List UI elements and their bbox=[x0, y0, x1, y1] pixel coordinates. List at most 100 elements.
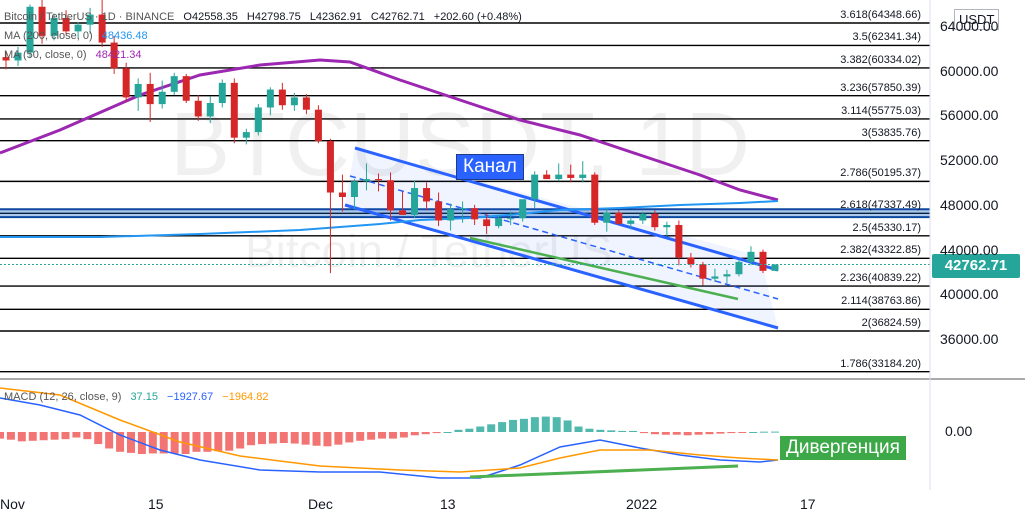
macd-histogram-bar bbox=[279, 432, 288, 443]
macd-histogram-bar bbox=[760, 431, 769, 433]
candle-body bbox=[675, 224, 683, 258]
divergence-label[interactable]: Дивергенция bbox=[780, 436, 906, 460]
candle-body bbox=[254, 107, 262, 133]
x-tick-label: Dec bbox=[308, 496, 333, 512]
ma50-legend[interactable]: MA (50, close, 0) 48421.34 bbox=[4, 49, 148, 61]
macd-histogram-bar bbox=[421, 432, 430, 435]
candle-body bbox=[86, 14, 94, 25]
macd-histogram-bar bbox=[236, 432, 245, 449]
candle-body bbox=[218, 82, 226, 103]
ma50-line bbox=[0, 200, 779, 238]
candle-body bbox=[230, 82, 238, 138]
candle-body bbox=[2, 57, 10, 61]
macd-histogram-bar bbox=[454, 429, 463, 432]
macd-histogram-bar bbox=[170, 432, 179, 454]
candle-body bbox=[423, 188, 431, 202]
fib-level-label: 2.114(38763.86) bbox=[841, 295, 921, 308]
macd-histogram-bar bbox=[323, 432, 332, 447]
macd-histogram-bar bbox=[94, 432, 103, 445]
macd-histogram-bar bbox=[574, 426, 583, 432]
macd-histogram-bar bbox=[203, 432, 212, 452]
macd-histogram-bar bbox=[72, 432, 81, 438]
candle-body bbox=[711, 276, 719, 279]
candle-body bbox=[687, 257, 695, 265]
candle-body bbox=[723, 274, 731, 277]
candle-body bbox=[639, 213, 647, 221]
x-tick-label: Nov bbox=[0, 496, 25, 512]
ma200-legend[interactable]: MA (200, close, 0) 48436.48 bbox=[4, 30, 154, 42]
candle-body bbox=[50, 17, 58, 36]
macd-histogram-bar bbox=[334, 432, 343, 445]
open-value: O42558.35 bbox=[183, 11, 238, 23]
candle-body bbox=[771, 264, 779, 271]
channel-lower bbox=[344, 203, 779, 330]
macd-histogram-bar bbox=[159, 432, 168, 454]
candle-body bbox=[627, 220, 635, 224]
candle-body bbox=[615, 212, 623, 224]
currency-badge[interactable]: USDT bbox=[954, 9, 1000, 30]
macd-histogram-bar bbox=[607, 430, 616, 432]
macd-histogram-bar bbox=[126, 432, 135, 453]
macd-histogram-bar bbox=[705, 432, 714, 435]
fib-level-label: 3(53835.76) bbox=[861, 126, 921, 139]
candle-body bbox=[266, 89, 274, 108]
macd-histogram-bar bbox=[694, 432, 703, 435]
macd-histogram-bar bbox=[6, 432, 15, 440]
candle-body bbox=[98, 14, 106, 43]
ma200-value: 48436.48 bbox=[101, 30, 148, 42]
candle-body bbox=[170, 76, 178, 92]
candle-body bbox=[350, 181, 358, 197]
macd-histogram-bar bbox=[727, 432, 736, 434]
macd-histogram-bar bbox=[367, 432, 376, 440]
ma50-value: 48421.34 bbox=[95, 49, 142, 61]
macd-histogram-bar bbox=[148, 432, 157, 454]
candle-body bbox=[326, 141, 334, 193]
candle-body bbox=[447, 209, 455, 221]
candle-body bbox=[38, 6, 46, 36]
macd-histogram-bar bbox=[716, 432, 725, 434]
macd-histogram-bar bbox=[771, 431, 779, 433]
macd-histogram-bar bbox=[749, 432, 758, 433]
candle-body bbox=[122, 68, 130, 98]
macd-histogram-bar bbox=[552, 417, 561, 432]
low-value: L42362.91 bbox=[309, 11, 362, 23]
macd-histogram-bar bbox=[541, 416, 550, 432]
signal-line bbox=[0, 387, 779, 473]
candle-body bbox=[459, 208, 467, 210]
ma200-label: MA (200, close, 0) bbox=[4, 30, 93, 42]
macd-histogram-bar bbox=[432, 432, 441, 434]
macd-histogram-bar bbox=[629, 430, 638, 432]
candle-body bbox=[699, 264, 707, 279]
candle-body bbox=[411, 188, 419, 215]
macd-histogram-bar bbox=[39, 432, 48, 441]
fib-level-label: 2.786(50195.37) bbox=[840, 167, 921, 180]
macd-histogram-bar bbox=[672, 432, 681, 435]
candle-body bbox=[74, 24, 82, 32]
candle-body bbox=[194, 100, 202, 117]
candle-body bbox=[302, 97, 310, 110]
channel-mid bbox=[349, 175, 779, 300]
fib-level-label: 3.5(62341.34) bbox=[852, 31, 922, 44]
candle-body bbox=[567, 174, 575, 178]
channel-label[interactable]: Канал bbox=[456, 154, 524, 180]
y-tick-label: 40000.00 bbox=[940, 286, 999, 303]
fib-level-label: 2.5(45330.17) bbox=[852, 221, 922, 234]
macd-label: MACD (12, 26, close, 9) bbox=[4, 391, 122, 403]
x-tick-label: 2022 bbox=[626, 496, 658, 512]
macd-histogram-bar bbox=[509, 419, 518, 432]
candle-body bbox=[471, 208, 479, 220]
candle-body bbox=[338, 192, 346, 197]
macd-histogram-bar bbox=[225, 432, 234, 451]
macd-line bbox=[0, 397, 779, 479]
macd-histogram-bar bbox=[683, 432, 692, 436]
support-zone bbox=[0, 209, 930, 218]
macd-histogram-bar bbox=[388, 432, 397, 439]
macd-line-value: −1927.67 bbox=[167, 391, 214, 403]
macd-histogram-bar bbox=[738, 432, 747, 433]
candle-body bbox=[134, 83, 142, 98]
symbol-label: Bitcoin / TetherUS · 1D · BINANCE bbox=[4, 11, 175, 23]
macd-histogram-bar bbox=[410, 432, 419, 436]
macd-histogram-bar bbox=[83, 432, 92, 440]
macd-legend[interactable]: MACD (12, 26, close, 9) 37.15 −1927.67 −… bbox=[4, 391, 274, 403]
